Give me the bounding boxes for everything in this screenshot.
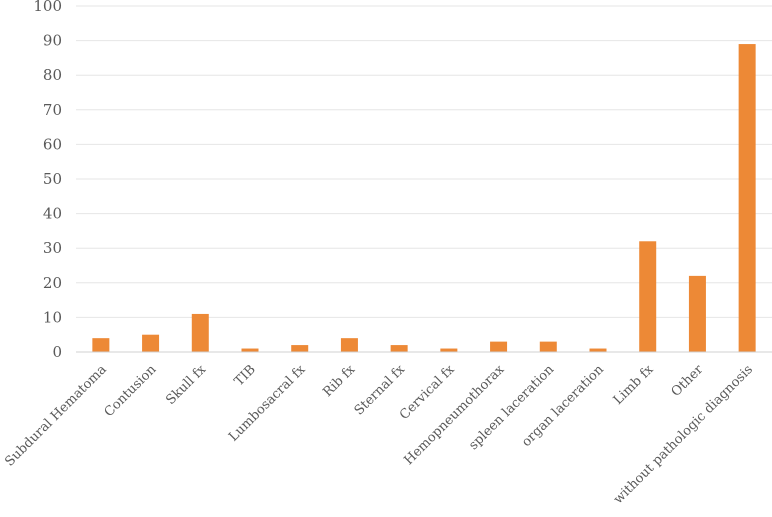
y-tick-label: 80 bbox=[43, 66, 62, 84]
bar-skull-fx bbox=[191, 313, 209, 352]
y-tick-label: 60 bbox=[43, 135, 62, 153]
x-category-label: spleen laceration bbox=[466, 362, 557, 453]
bar-subdural-hematoma bbox=[92, 338, 110, 352]
x-category-label: Contusion bbox=[102, 362, 160, 420]
y-tick-label: 0 bbox=[52, 343, 62, 361]
bar-cervical-fx bbox=[440, 348, 458, 352]
x-category-label: TIB bbox=[232, 362, 259, 389]
x-category-label: Skull fx bbox=[163, 362, 209, 408]
y-tick-label: 20 bbox=[43, 274, 62, 292]
y-tick-label: 100 bbox=[33, 0, 62, 15]
bar-lumbosacral-fx bbox=[291, 345, 309, 352]
bar-limb-fx bbox=[639, 241, 657, 352]
bar-rib-fx bbox=[340, 338, 358, 352]
gridlines bbox=[76, 5, 772, 318]
bar-sternal-fx bbox=[390, 345, 408, 352]
x-category-label: Limb fx bbox=[611, 362, 657, 408]
bar-contusion bbox=[142, 334, 160, 352]
y-tick-label: 70 bbox=[43, 101, 62, 119]
bar-hemopneumothorax bbox=[490, 341, 508, 352]
bar-tib bbox=[241, 348, 259, 352]
y-tick-label: 90 bbox=[43, 32, 62, 50]
y-tick-label: 10 bbox=[43, 308, 62, 326]
y-tick-label: 30 bbox=[43, 239, 62, 257]
bar-spleen-laceration bbox=[539, 341, 557, 352]
bar-without-pathologic-diagnosis bbox=[738, 44, 756, 353]
bars bbox=[92, 44, 756, 353]
x-category-label: Subdural Hematoma bbox=[2, 362, 110, 470]
bar-other bbox=[688, 275, 706, 352]
x-category-label: Rib fx bbox=[320, 362, 358, 400]
x-category-label: Hemopneumothorax bbox=[401, 362, 507, 468]
y-axis-tick-labels: 0 10 20 30 40 50 60 70 80 90 100 bbox=[33, 0, 62, 361]
y-tick-label: 40 bbox=[43, 205, 62, 223]
x-category-label: Other bbox=[669, 362, 707, 400]
y-tick-label: 50 bbox=[43, 170, 62, 188]
bar-organ-laceration bbox=[589, 348, 607, 352]
